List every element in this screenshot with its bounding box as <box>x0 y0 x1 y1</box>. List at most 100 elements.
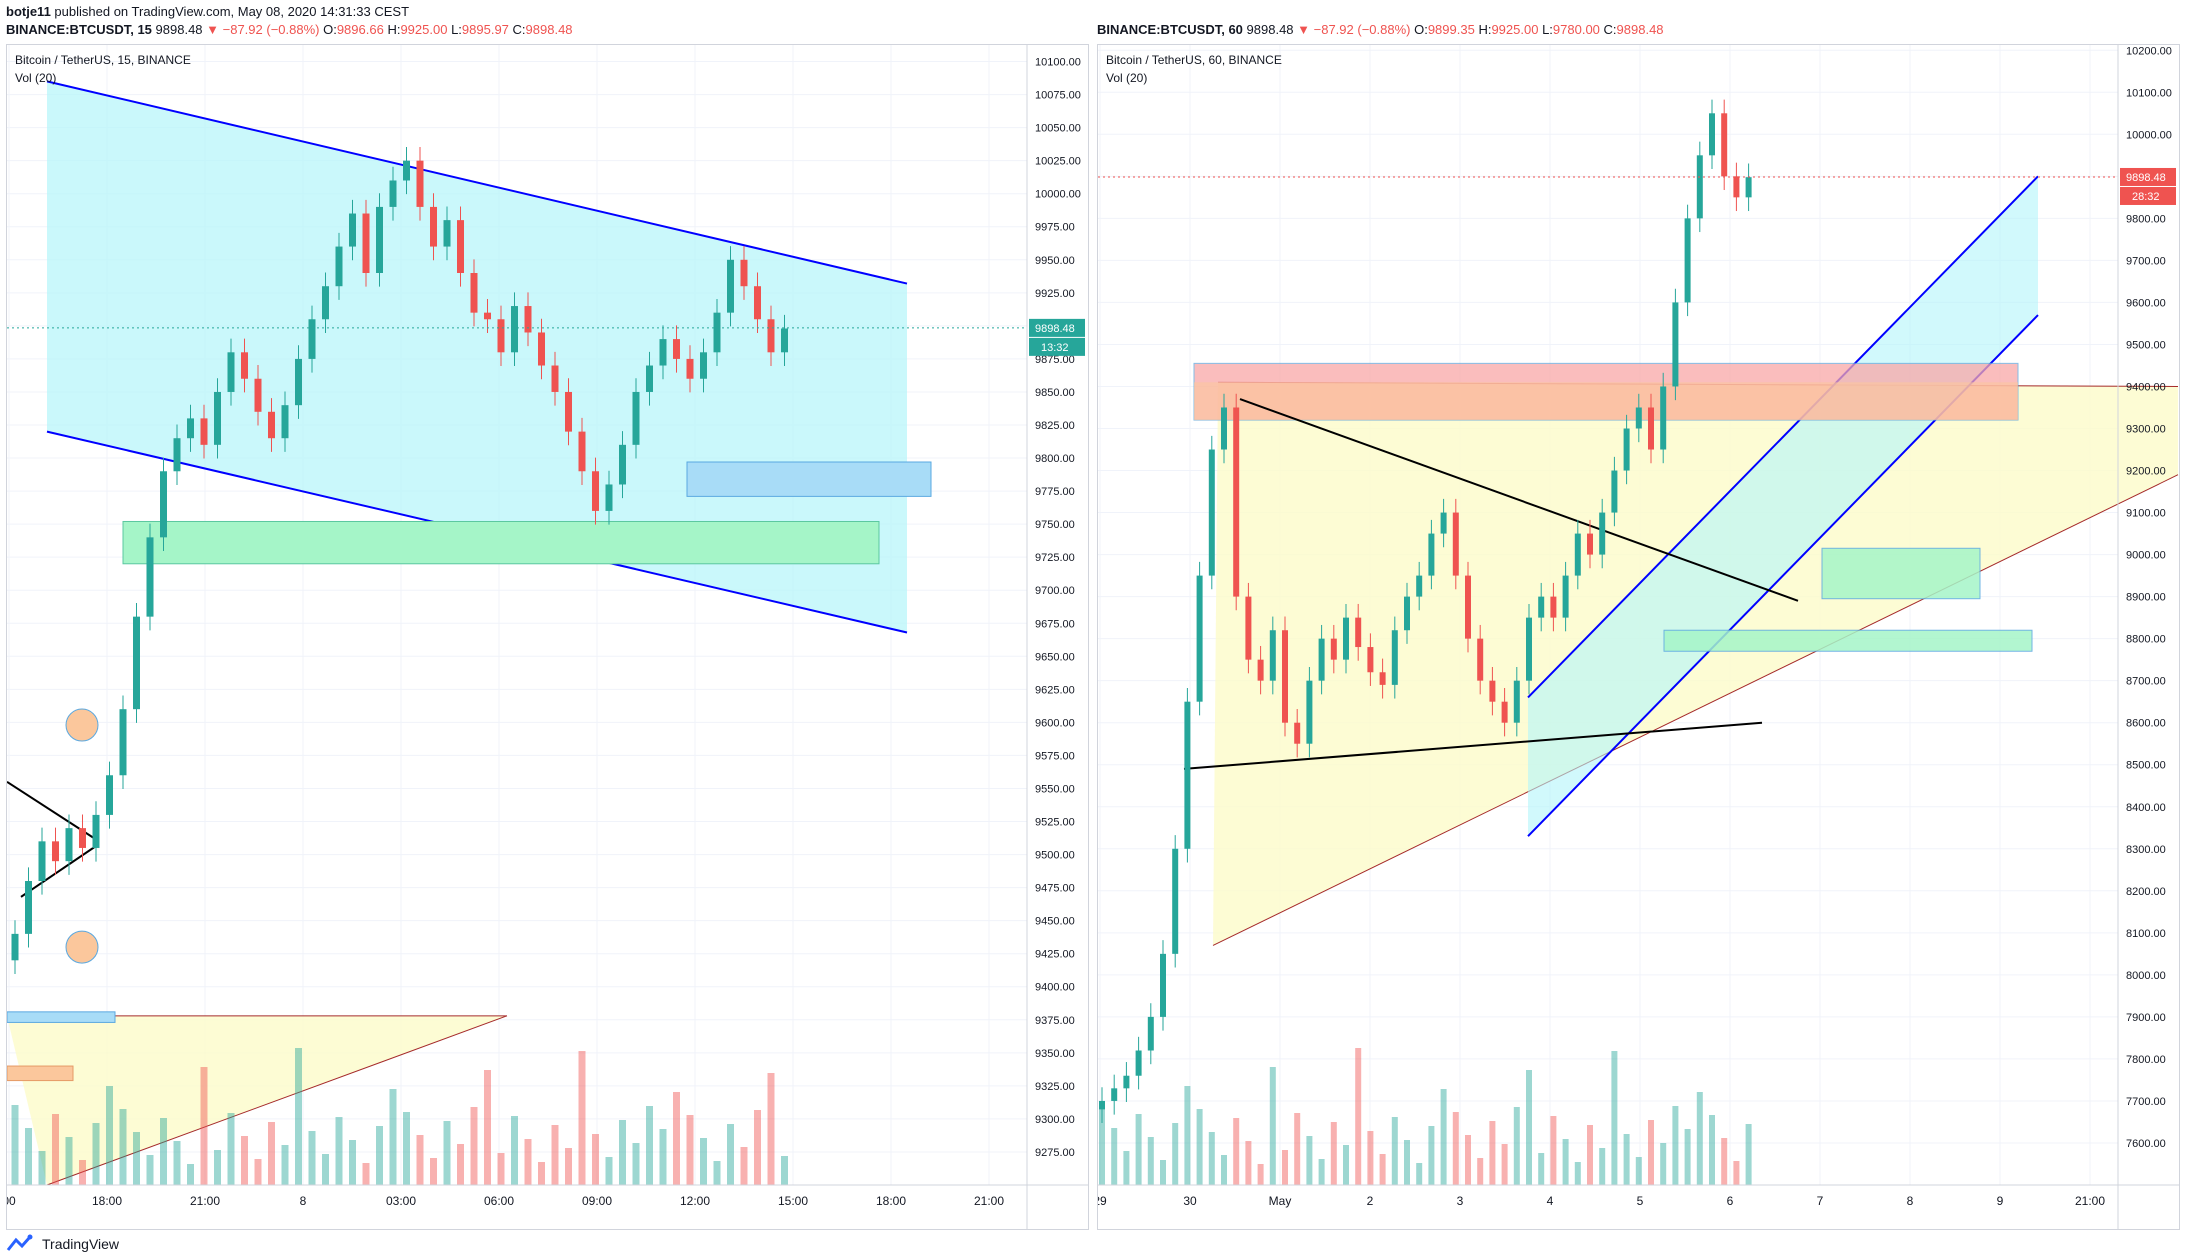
volume-bar <box>1257 1164 1264 1185</box>
volume-bar <box>1160 1160 1166 1185</box>
footer-brand[interactable]: TradingView <box>6 1234 119 1254</box>
candle-body <box>1465 575 1471 639</box>
volume-bar <box>457 1144 464 1185</box>
chart-pane-right[interactable]: 7600.00 7700.00 7800.00 7900.00 8000.00 8100.… <box>1097 44 2180 1230</box>
countdown-tag-bg <box>1029 337 1085 356</box>
candle-body <box>1355 617 1362 648</box>
candle-body <box>1587 533 1593 555</box>
left-symbol-line: BINANCE:BTCUSDT, 15 9898.48 ▼ −87.92 (−0… <box>6 22 573 37</box>
volume-bar <box>335 1117 343 1185</box>
candle-body <box>1648 407 1654 450</box>
time-tick-label: 2 <box>1367 1194 1374 1208</box>
candle-body <box>1391 630 1398 685</box>
target-zone-blue <box>686 461 932 497</box>
candle-body <box>524 306 532 333</box>
candle-body <box>646 365 653 392</box>
volume-bar <box>1367 1131 1374 1185</box>
volume-bar <box>1452 1112 1459 1185</box>
candle-body <box>497 319 505 353</box>
time-tick-label: 7 <box>1817 1194 1824 1208</box>
volume-bar <box>25 1128 32 1185</box>
time-tick-label: 30 <box>1183 1194 1197 1208</box>
volume-bar <box>1404 1140 1410 1185</box>
candle-body <box>389 180 397 207</box>
candle-body <box>1623 428 1630 471</box>
volume-bar <box>227 1113 235 1185</box>
candle-body <box>187 418 194 439</box>
volume-bar <box>524 1139 532 1185</box>
candle-body <box>200 418 208 445</box>
volume-bar <box>1379 1154 1386 1185</box>
volume-bar <box>403 1112 410 1185</box>
price-tick-label: 9475.00 <box>1035 883 1075 895</box>
volume-bar <box>65 1137 73 1185</box>
last-price-tag-bg <box>2120 167 2176 186</box>
chart-right-svg[interactable]: 7600.00 7700.00 7800.00 7900.00 8000.00 8100.… <box>1098 45 2179 1229</box>
chart-left-svg[interactable]: 9275.00 9300.00 9325.00 9350.00 9375.00 9400.… <box>7 45 1088 1229</box>
marker-circle-upper <box>65 708 99 742</box>
last-price-tag-label: 9898.48 <box>2126 172 2166 184</box>
candle-body <box>254 378 262 412</box>
price-tick-label: 9725.00 <box>1035 552 1075 564</box>
channel-upper-line <box>1527 175 2039 699</box>
candle-body <box>295 358 302 406</box>
candle-body <box>1672 302 1679 387</box>
volume-bar <box>700 1138 707 1185</box>
chart-pane-left[interactable]: 9275.00 9300.00 9325.00 9350.00 9375.00 9400.… <box>6 44 1089 1230</box>
volume-bar <box>1440 1089 1447 1185</box>
price-tick-label: 9300.00 <box>2126 424 2166 436</box>
candle-body <box>227 352 235 392</box>
price-tick-label: 9700.00 <box>1035 585 1075 597</box>
volume-bar <box>1184 1086 1191 1185</box>
volume-bar <box>1269 1067 1276 1185</box>
volume-bar <box>133 1132 140 1185</box>
volume-bar <box>1391 1117 1398 1185</box>
candle-body <box>457 220 464 273</box>
candle-body <box>673 339 680 359</box>
price-tick-label: 8700.00 <box>2126 676 2166 688</box>
candle-body <box>133 616 140 710</box>
volume-bar <box>1330 1122 1337 1185</box>
time-tick-label: 4 <box>1547 1194 1554 1208</box>
volume-bar <box>740 1147 748 1185</box>
price-tick-label: 9600.00 <box>2126 297 2166 309</box>
volume-bar <box>646 1106 653 1185</box>
volume-bar <box>1648 1120 1654 1185</box>
candle-body <box>1184 701 1191 849</box>
left-symbol: BINANCE:BTCUSDT, 15 <box>6 22 152 37</box>
time-tick-label: 29 <box>1098 1194 1107 1208</box>
price-tick-label: 8900.00 <box>2126 592 2166 604</box>
volume-bar <box>1172 1123 1179 1185</box>
volume-bar <box>1245 1141 1252 1185</box>
volume-bar <box>1343 1145 1349 1185</box>
candle-body <box>1135 1050 1142 1076</box>
candle-body <box>700 352 707 379</box>
volume-bar <box>754 1110 761 1185</box>
candle-body <box>1550 596 1557 618</box>
time-tick-label: 03:00 <box>386 1194 416 1208</box>
volume-bar <box>1696 1092 1703 1185</box>
candle-body <box>1696 155 1703 219</box>
volume-bar <box>551 1125 559 1185</box>
price-tick-label: 9325.00 <box>1035 1081 1075 1093</box>
volume-bar <box>254 1159 262 1185</box>
candle-body <box>268 411 275 439</box>
volume-bar <box>187 1164 194 1185</box>
volume-bar <box>38 1151 46 1185</box>
price-tick-label: 9800.00 <box>1035 453 1075 465</box>
header-author-line: botje11 published on TradingView.com, Ma… <box>6 4 409 19</box>
candle-body <box>1123 1075 1130 1089</box>
price-tick-label: 9500.00 <box>2126 339 2166 351</box>
volume-bar <box>241 1136 248 1185</box>
price-tick-label: 9525.00 <box>1035 817 1075 829</box>
candle-body <box>173 438 181 472</box>
volume-bar <box>1306 1136 1313 1185</box>
trendline-ascending <box>1183 721 1763 770</box>
time-tick-label: 21:00 <box>190 1194 220 1208</box>
support-zone-green <box>122 520 880 565</box>
right-chart-title: Bitcoin / TetherUS, 60, BINANCE <box>1106 53 1282 67</box>
candle-body <box>1574 533 1581 576</box>
candle-body <box>1721 113 1728 177</box>
volume-bar <box>376 1126 383 1185</box>
author-name[interactable]: botje11 <box>6 4 51 19</box>
